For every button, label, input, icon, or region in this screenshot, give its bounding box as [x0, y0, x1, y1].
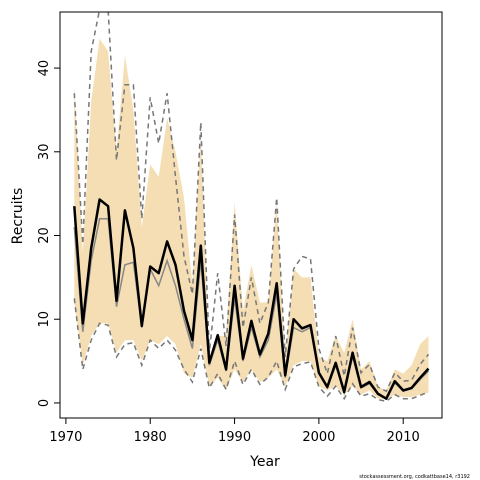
- x-axis: 1970 1980 1990 2000 2010: [49, 418, 420, 445]
- estimate-line: [73, 198, 430, 400]
- y-tick-label: 10: [37, 311, 52, 328]
- x-tick-label: 1980: [134, 430, 167, 445]
- confidence-band: [74, 38, 429, 399]
- footnote: stockassessment.org, codkattbase14, r319…: [359, 474, 470, 480]
- y-tick-label: 30: [37, 144, 52, 161]
- y-tick-label: 0: [37, 399, 52, 407]
- plot-area: [73, 12, 430, 403]
- y-axis: 0 10 20 30 40: [37, 60, 60, 407]
- x-tick-label: 2000: [302, 430, 335, 445]
- y-tick-label: 40: [37, 60, 52, 77]
- plot-frame: [59, 11, 443, 419]
- y-axis-title: Recruits: [10, 188, 26, 245]
- y-tick-label: 20: [37, 227, 52, 244]
- upper-bound-line: [73, 12, 430, 393]
- x-tick-label: 1970: [49, 430, 82, 445]
- x-tick-label: 2010: [387, 430, 420, 445]
- x-axis-title: Year: [249, 454, 280, 470]
- x-tick-label: 1990: [218, 430, 251, 445]
